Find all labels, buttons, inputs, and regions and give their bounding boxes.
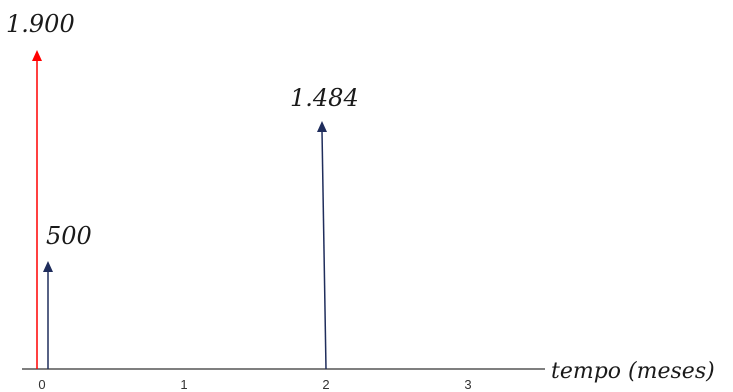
tick-label-2: 2: [322, 377, 329, 392]
tick-label-3: 3: [464, 377, 471, 392]
x-axis-label: tempo (meses): [551, 359, 715, 384]
flow-arrow-head-500: [43, 261, 53, 272]
flow-arrow-head-1484: [317, 121, 327, 132]
flow-arrow-shaft-1484: [321, 130, 327, 370]
flow-label-1900: 1.900: [6, 10, 75, 38]
flow-label-1484: 1.484: [290, 84, 359, 112]
flow-arrow-head-1900: [32, 50, 42, 61]
tick-label-1: 1: [180, 377, 187, 392]
flow-label-500: 500: [46, 222, 92, 250]
tick-label-0: 0: [38, 377, 45, 392]
